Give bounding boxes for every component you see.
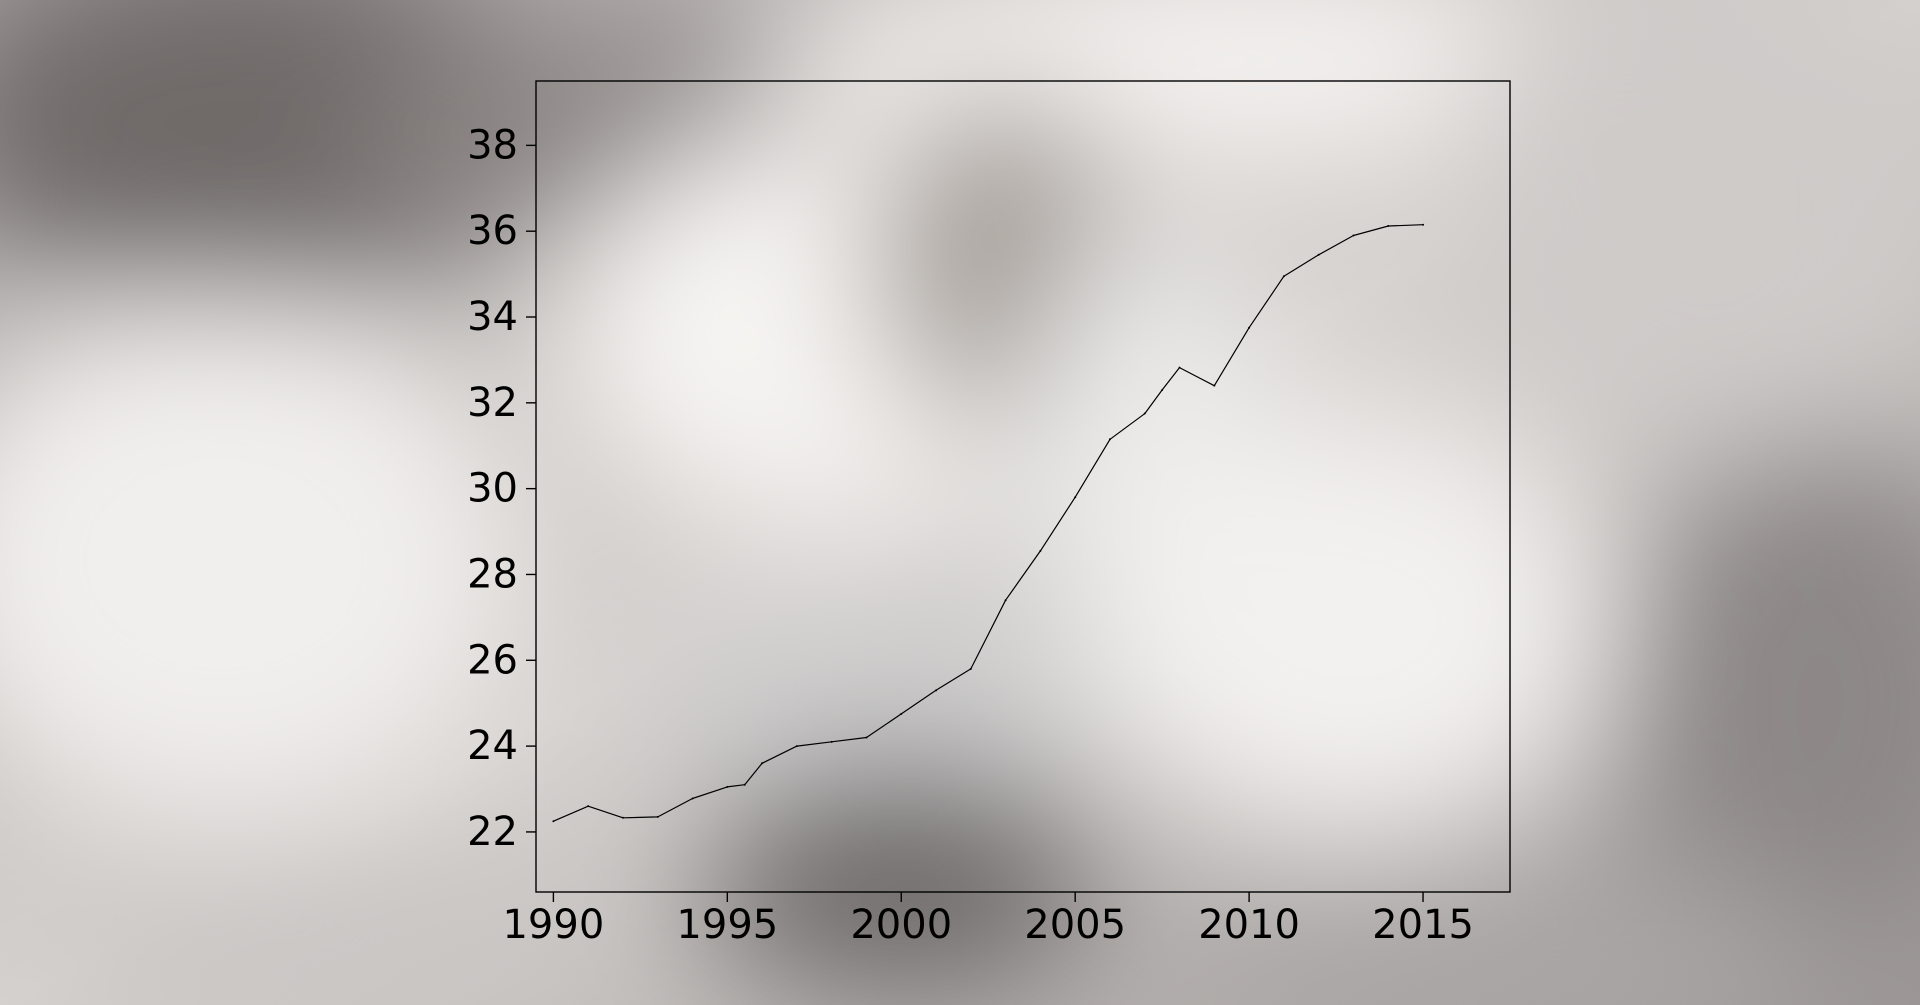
data-point — [935, 689, 938, 692]
x-tick-label: 2015 — [1372, 902, 1474, 948]
y-tick-label: 36 — [467, 208, 518, 254]
x-tick-label: 2005 — [1024, 902, 1126, 948]
y-axis-ticks: 22 24 26 28 30 32 34 36 38 — [467, 122, 536, 855]
data-point — [656, 815, 659, 818]
data-point — [900, 712, 903, 715]
x-tick-label: 2000 — [850, 902, 952, 948]
data-point — [1108, 438, 1111, 441]
data-point — [830, 740, 833, 743]
data-point — [1248, 326, 1251, 329]
data-point — [1352, 234, 1355, 237]
data-point — [587, 805, 590, 808]
y-tick-label: 26 — [467, 637, 518, 683]
y-tick-label: 34 — [467, 294, 518, 340]
x-tick-label: 1995 — [676, 902, 778, 948]
data-point — [761, 762, 764, 765]
data-point — [552, 820, 555, 823]
data-point — [621, 816, 624, 819]
data-point — [1161, 388, 1164, 391]
x-tick-label: 2010 — [1198, 902, 1300, 948]
y-tick-label: 32 — [467, 380, 518, 426]
data-point — [743, 783, 746, 786]
data-point — [1143, 412, 1146, 415]
plot-frame — [535, 80, 1511, 893]
data-point — [1387, 225, 1390, 228]
series-layer — [552, 223, 1425, 823]
x-tick-label: 1990 — [502, 902, 604, 948]
data-point — [1282, 275, 1285, 278]
data-point — [726, 785, 729, 788]
data-point — [969, 667, 972, 670]
data-point — [691, 797, 694, 800]
y-tick-label: 28 — [467, 551, 518, 597]
data-point — [1213, 384, 1216, 387]
data-point — [795, 745, 798, 748]
data-point — [865, 736, 868, 739]
y-tick-label: 22 — [467, 809, 518, 855]
data-point — [1039, 549, 1042, 552]
data-point — [1074, 496, 1077, 499]
data-point — [1004, 599, 1007, 602]
series-line — [553, 224, 1424, 822]
y-tick-label: 38 — [467, 122, 518, 168]
y-tick-label: 24 — [467, 723, 518, 769]
y-tick-label: 30 — [467, 466, 518, 512]
x-axis-ticks: 1990 1995 2000 2005 2010 2015 — [502, 892, 1474, 948]
data-point — [1178, 366, 1181, 369]
data-point — [1317, 253, 1320, 256]
data-point — [1422, 223, 1425, 226]
